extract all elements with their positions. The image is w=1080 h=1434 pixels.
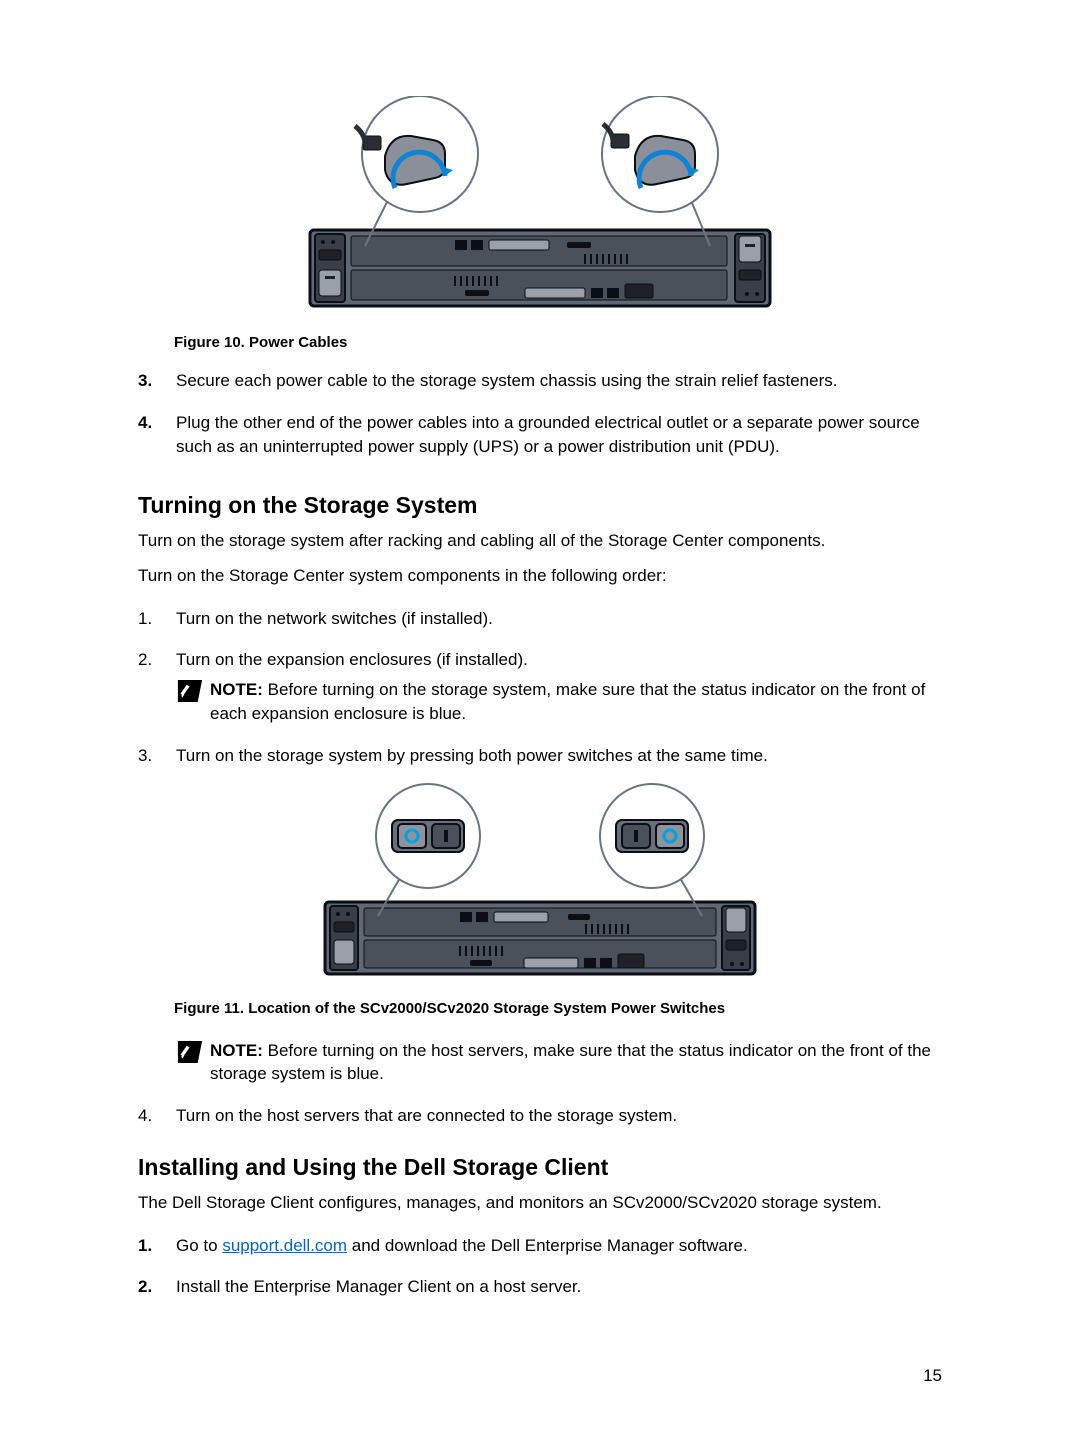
step-text: Turn on the expansion enclosures (if ins… — [176, 648, 942, 672]
note-body: Before turning on the host servers, make… — [210, 1041, 931, 1084]
note-body: Before turning on the storage system, ma… — [210, 680, 925, 723]
note-block: NOTE: Before turning on the storage syst… — [176, 678, 942, 726]
section-heading-turning-on: Turning on the Storage System — [138, 492, 942, 519]
figure-11-caption: Figure 11. Location of the SCv2000/SCv20… — [174, 1000, 725, 1017]
figure-10-caption: Figure 10. Power Cables — [174, 334, 347, 351]
section-heading-installing: Installing and Using the Dell Storage Cl… — [138, 1154, 942, 1181]
note-label: NOTE: — [210, 1041, 268, 1060]
step-text-post: and download the Dell Enterprise Manager… — [347, 1236, 748, 1255]
step-text: Go to support.dell.com and download the … — [176, 1234, 942, 1258]
document-page: Figure 10. Power Cables 3. Secure each p… — [0, 0, 1080, 1434]
body-text: The Dell Storage Client configures, mana… — [138, 1191, 942, 1216]
body-text: Turn on the Storage Center system compon… — [138, 564, 942, 589]
step-text: Turn on the network switches (if install… — [176, 607, 942, 631]
figure-11: Figure 11. Location of the SCv2000/SCv20… — [138, 782, 942, 1017]
step-text: Turn on the host servers that are connec… — [176, 1104, 942, 1128]
step-text: Install the Enterprise Manager Client on… — [176, 1275, 942, 1299]
note-block: NOTE: Before turning on the host servers… — [176, 1039, 942, 1087]
step-number: 2. — [138, 1275, 176, 1299]
step-text: Secure each power cable to the storage s… — [176, 369, 942, 393]
list-item: 3. Turn on the storage system by pressin… — [138, 744, 942, 768]
note-text: NOTE: Before turning on the host servers… — [210, 1039, 942, 1087]
step-text: Turn on the storage system by pressing b… — [176, 744, 942, 768]
list-item: 1. Turn on the network switches (if inst… — [138, 607, 942, 631]
body-text: Turn on the storage system after racking… — [138, 529, 942, 554]
support-link[interactable]: support.dell.com — [222, 1236, 347, 1255]
step-number: 2. — [138, 648, 176, 672]
list-item: 3. Secure each power cable to the storag… — [138, 369, 942, 393]
page-number: 15 — [923, 1366, 942, 1386]
list-item: 4. Plug the other end of the power cable… — [138, 411, 942, 459]
step-text: Plug the other end of the power cables i… — [176, 411, 942, 459]
note-icon — [176, 680, 204, 702]
list-item: 4. Turn on the host servers that are con… — [138, 1104, 942, 1128]
step-number: 4. — [138, 411, 176, 459]
step-text-pre: Go to — [176, 1236, 222, 1255]
note-text: NOTE: Before turning on the storage syst… — [210, 678, 942, 726]
list-item: 2. Install the Enterprise Manager Client… — [138, 1275, 942, 1299]
list-item: 2. Turn on the expansion enclosures (if … — [138, 648, 942, 672]
figure-10: Figure 10. Power Cables — [138, 96, 942, 351]
note-icon — [176, 1041, 204, 1063]
step-number: 1. — [138, 607, 176, 631]
power-switches-illustration — [320, 782, 760, 982]
note-label: NOTE: — [210, 680, 268, 699]
step-number: 3. — [138, 744, 176, 768]
list-item: 1. Go to support.dell.com and download t… — [138, 1234, 942, 1258]
step-number: 1. — [138, 1234, 176, 1258]
step-number: 3. — [138, 369, 176, 393]
step-number: 4. — [138, 1104, 176, 1128]
power-cables-illustration — [305, 96, 775, 316]
